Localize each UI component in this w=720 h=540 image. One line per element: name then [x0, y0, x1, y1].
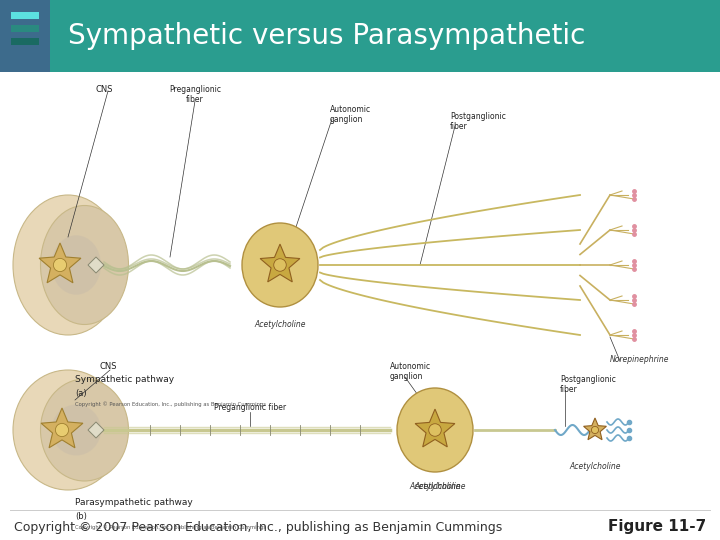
Polygon shape: [41, 408, 83, 448]
Text: Autonomic
ganglion: Autonomic ganglion: [390, 362, 431, 381]
Text: Acetylcholine: Acetylcholine: [254, 320, 306, 329]
Ellipse shape: [40, 379, 128, 481]
Bar: [11, 38, 39, 45]
Circle shape: [53, 259, 66, 272]
Bar: [11, 12, 39, 19]
Text: Acetylcholine: Acetylcholine: [570, 462, 621, 471]
Polygon shape: [584, 418, 606, 440]
Text: Autonomic
ganglion: Autonomic ganglion: [330, 105, 371, 124]
Polygon shape: [39, 243, 81, 283]
Circle shape: [274, 259, 287, 271]
Circle shape: [428, 424, 441, 436]
Ellipse shape: [242, 223, 318, 307]
Ellipse shape: [397, 388, 473, 472]
Ellipse shape: [40, 206, 128, 325]
Polygon shape: [88, 422, 104, 438]
Text: Sympathetic versus Parasympathetic: Sympathetic versus Parasympathetic: [68, 22, 585, 50]
Text: Postganglionic
fiber: Postganglionic fiber: [450, 112, 506, 131]
Bar: [50, 0, 720, 72]
Text: Preganglionic fiber: Preganglionic fiber: [214, 403, 286, 412]
Circle shape: [55, 423, 68, 437]
Bar: [11, 25, 39, 32]
Ellipse shape: [52, 235, 101, 295]
Polygon shape: [88, 257, 104, 273]
Bar: [0, 0, 50, 72]
Text: Copyright © Pearson Education, Inc., publishing as Benjamin Cummings: Copyright © Pearson Education, Inc., pub…: [75, 524, 266, 530]
Text: Figure 11-7: Figure 11-7: [608, 519, 706, 535]
Text: Postganglionic
fiber: Postganglionic fiber: [560, 375, 616, 394]
Text: Acetylcholine: Acetylcholine: [414, 482, 466, 491]
Text: CNS: CNS: [100, 362, 117, 371]
Text: Sympathetic pathway: Sympathetic pathway: [75, 375, 174, 384]
Polygon shape: [260, 244, 300, 282]
Text: Acetylcholine: Acetylcholine: [409, 482, 461, 491]
Text: (a): (a): [75, 389, 86, 398]
Ellipse shape: [52, 404, 101, 456]
Ellipse shape: [13, 195, 123, 335]
Ellipse shape: [13, 370, 123, 490]
Circle shape: [591, 427, 598, 434]
Text: Norepinephrine: Norepinephrine: [611, 355, 670, 364]
Text: (b): (b): [75, 512, 87, 521]
Polygon shape: [415, 409, 455, 447]
Text: Preganglionic
fiber: Preganglionic fiber: [169, 85, 221, 104]
Text: Copyright © 2007 Pearson Education, Inc., publishing as Benjamin Cummings: Copyright © 2007 Pearson Education, Inc.…: [14, 521, 503, 534]
Text: Parasympathetic pathway: Parasympathetic pathway: [75, 498, 193, 507]
Text: CNS: CNS: [95, 85, 112, 94]
Text: Copyright © Pearson Education, Inc., publishing as Benjamin Cummings: Copyright © Pearson Education, Inc., pub…: [75, 401, 266, 407]
